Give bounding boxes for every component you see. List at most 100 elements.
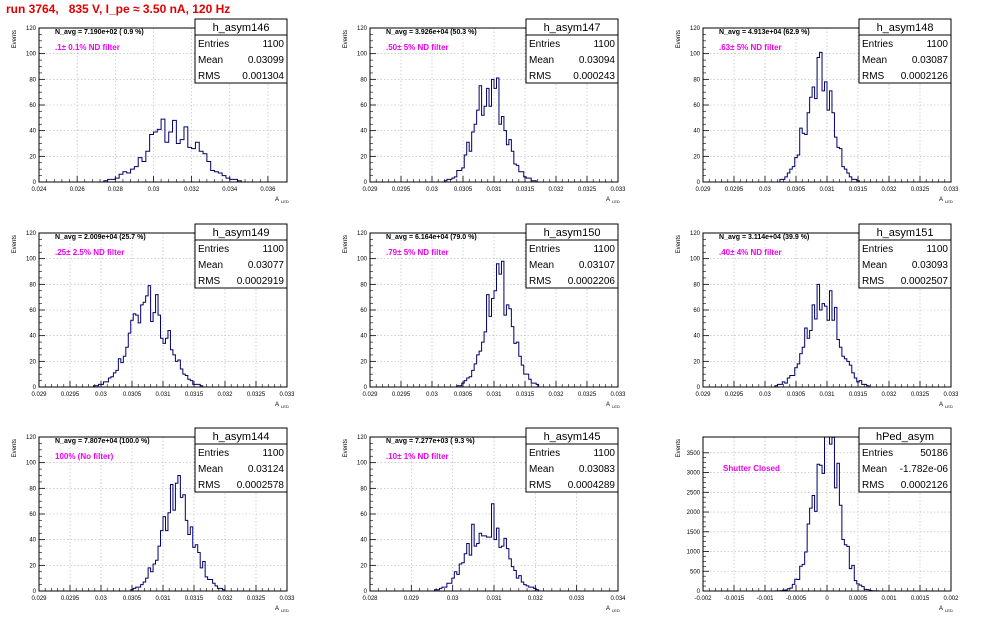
x-tick-label: 0.032 [881,187,897,193]
x-tick-label: 0.033 [569,596,585,602]
x-tick-label: 0.033 [279,596,295,602]
stats-box [194,239,288,289]
x-tick-label: 0.033 [943,392,959,398]
stats-value: 1100 [262,448,284,459]
x-tick-label: 0.0295 [61,596,80,602]
x-tick-label: 0.028 [362,596,378,602]
x-tick-label: 0.0325 [247,392,266,398]
stats-value: 1100 [593,448,615,459]
histogram-pad: 0.029 0.0295 0.03 0.0305 0.031 0.0315 0.032 0.0… [12,427,295,613]
stats-value: 1100 [593,244,615,255]
x-tick-label: 0.0295 [725,187,744,193]
stats-histogram-name: hPed_asym [876,431,934,443]
stats-value: 0.03124 [248,464,285,475]
y-axis-title: Events [343,235,349,253]
x-tick-label: 0.0295 [392,187,411,193]
stats-histogram-name: h_asym144 [213,431,270,443]
navg-label: N_avg = 7.807e+04 (100.0 %) [55,438,150,445]
x-axis-title: A [275,197,279,203]
stats-label: RMS [862,71,885,82]
x-tick-label: 0.001 [881,596,897,602]
y-tick-label: 20 [29,563,36,569]
stats-box [525,34,619,84]
y-tick-label: 120 [357,231,368,237]
histogram-pad: 0.029 0.0295 0.03 0.0305 0.031 0.0315 0.032 0.0… [676,223,959,409]
y-tick-label: 100 [26,461,37,467]
x-tick-label: 0.028 [108,187,124,193]
stats-value: 0.0002919 [237,276,285,287]
stats-value: 50186 [920,448,948,459]
stats-label: Entries [198,244,229,255]
stats-value: 0.03083 [579,464,616,475]
x-axis-title-subscript: LED [945,404,953,409]
x-tick-label: 0.0325 [911,392,930,398]
stats-label: Mean [529,260,554,271]
stats-label: Entries [529,448,560,459]
stats-label: RMS [529,71,552,82]
y-tick-label: 3500 [687,451,701,457]
x-tick-label: 0.033 [610,392,626,398]
y-tick-label: 0 [33,180,37,186]
histogram-pad: 0.024 0.026 0.028 0.03 0.032 0.034 0.036 0 20 40 6… [12,18,289,204]
x-tick-label: 0.032 [548,187,564,193]
x-tick-label: 0.029 [362,392,378,398]
x-tick-label: -0.001 [756,596,774,602]
x-axis-title: A [606,606,610,612]
y-tick-label: 500 [690,569,701,575]
y-axis-title: Events [12,439,18,457]
x-tick-label: 0.029 [31,596,47,602]
y-tick-label: 40 [360,334,367,340]
stats-label: Mean [529,464,554,475]
filter-label: .10± 1% ND filter [386,452,449,461]
y-tick-label: 2000 [687,510,701,516]
navg-label: N_avg = 3.114e+04 (39.9 %) [719,234,809,241]
y-axis-title: Events [12,30,18,48]
histogram-pad: -0.002 -0.0015 -0.001 -0.0005 0 0.0005 0.001 0.… [676,427,959,613]
filter-label: .25± 2.5% ND filter [55,248,124,257]
stats-label: RMS [529,276,552,287]
y-tick-label: 60 [29,103,36,109]
navg-label: N_avg = 2.009e+04 (25.7 %) [55,234,146,241]
x-tick-label: 0.029 [404,596,420,602]
x-tick-label: 0.03 [426,187,438,193]
x-tick-label: 0.031 [819,187,835,193]
x-tick-label: 0.03 [148,187,160,193]
y-tick-label: 60 [29,512,36,518]
y-tick-label: 60 [360,308,367,314]
y-tick-label: 100 [690,257,701,263]
x-axis-title-subscript: LED [281,608,289,613]
x-tick-label: 0.03 [759,392,771,398]
x-tick-label: 0.032 [548,392,564,398]
y-tick-label: 100 [690,52,701,58]
y-tick-label: 40 [29,129,36,135]
x-tick-label: 0.024 [31,187,47,193]
x-tick-label: 0.031 [155,596,171,602]
stats-label: Mean [862,464,887,475]
stats-histogram-name: h_asym151 [877,227,934,239]
x-tick-label: 0.032 [881,392,897,398]
stats-label: RMS [862,276,885,287]
stats-label: Mean [862,55,887,66]
run-title: run 3764, 835 V, I_pe ≈ 3.50 nA, 120 Hz [6,2,231,16]
stats-box [194,34,288,84]
x-axis-title-subscript: LED [281,404,289,409]
stats-histogram-name: h_asym146 [213,22,270,34]
stats-box [858,443,952,493]
x-axis-title: A [939,402,943,408]
stats-label: Mean [198,464,223,475]
x-tick-label: 0.03 [95,392,107,398]
y-tick-label: 80 [360,77,367,83]
x-axis-title: A [606,402,610,408]
x-tick-label: -0.0015 [724,596,745,602]
x-tick-label: 0.031 [155,392,171,398]
stats-histogram-name: h_asym145 [544,431,601,443]
x-tick-label: 0.03 [95,596,107,602]
x-tick-label: 0.033 [279,392,295,398]
y-tick-label: 80 [693,77,700,83]
stats-box [525,239,619,289]
y-tick-label: 80 [360,486,367,492]
histogram-pad: 0.029 0.0295 0.03 0.0305 0.031 0.0315 0.032 0.0… [12,223,295,409]
y-tick-label: 120 [26,26,37,32]
y-tick-label: 100 [357,52,368,58]
